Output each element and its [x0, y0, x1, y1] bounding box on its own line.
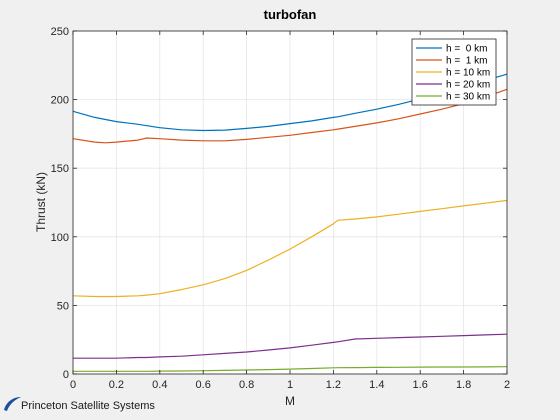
series-line-3 — [73, 333, 508, 359]
y-tick-label: 50 — [57, 300, 69, 312]
legend: h = 0 kmh = 1 kmh = 10 kmh = 20 kmh = 30… — [411, 38, 497, 106]
series-layer — [72, 73, 508, 372]
x-tick-label: 1 — [287, 379, 293, 391]
series-line-2 — [72, 199, 508, 298]
swoosh-logo-icon — [4, 397, 21, 411]
x-tick-label: 2 — [504, 379, 510, 391]
series-line-1 — [72, 88, 508, 144]
x-tick-labels: 0 0.2 0.4 0.6 0.8 1 1.2 1.4 1.6 1.8 2 — [70, 379, 510, 391]
x-tick-label: 0.4 — [152, 379, 167, 391]
legend-label: h = 30 km — [446, 92, 490, 103]
footer-branding: Princeton Satellite Systems — [2, 392, 202, 418]
x-tick-label: 1.8 — [456, 379, 471, 391]
y-tick-label: 150 — [51, 163, 69, 175]
series-line-4 — [73, 366, 508, 372]
x-axis-label: M — [285, 394, 295, 408]
y-tick-labels: 0 50 100 150 200 250 — [51, 26, 69, 381]
legend-label: h = 20 km — [446, 80, 490, 91]
y-axis-label: Thrust (kN) — [34, 172, 48, 232]
y-tick-label: 200 — [51, 95, 69, 107]
y-tick-label: 0 — [63, 369, 69, 381]
footer-brand-text: Princeton Satellite Systems — [21, 400, 155, 412]
x-tick-label: 1.2 — [326, 379, 341, 391]
legend-label: h = 0 km — [446, 44, 487, 55]
x-tick-label: 0 — [70, 379, 76, 391]
x-tick-label: 1.6 — [413, 379, 428, 391]
chart-title: turbofan — [264, 7, 317, 22]
tick-marks — [72, 30, 508, 375]
legend-label: h = 10 km — [446, 68, 490, 79]
x-tick-label: 0.6 — [196, 379, 211, 391]
x-tick-label: 0.2 — [109, 379, 124, 391]
y-tick-label: 100 — [51, 232, 69, 244]
x-tick-label: 1.4 — [369, 379, 384, 391]
legend-label: h = 1 km — [446, 56, 487, 67]
x-tick-label: 0.8 — [239, 379, 254, 391]
y-tick-label: 250 — [51, 26, 69, 38]
